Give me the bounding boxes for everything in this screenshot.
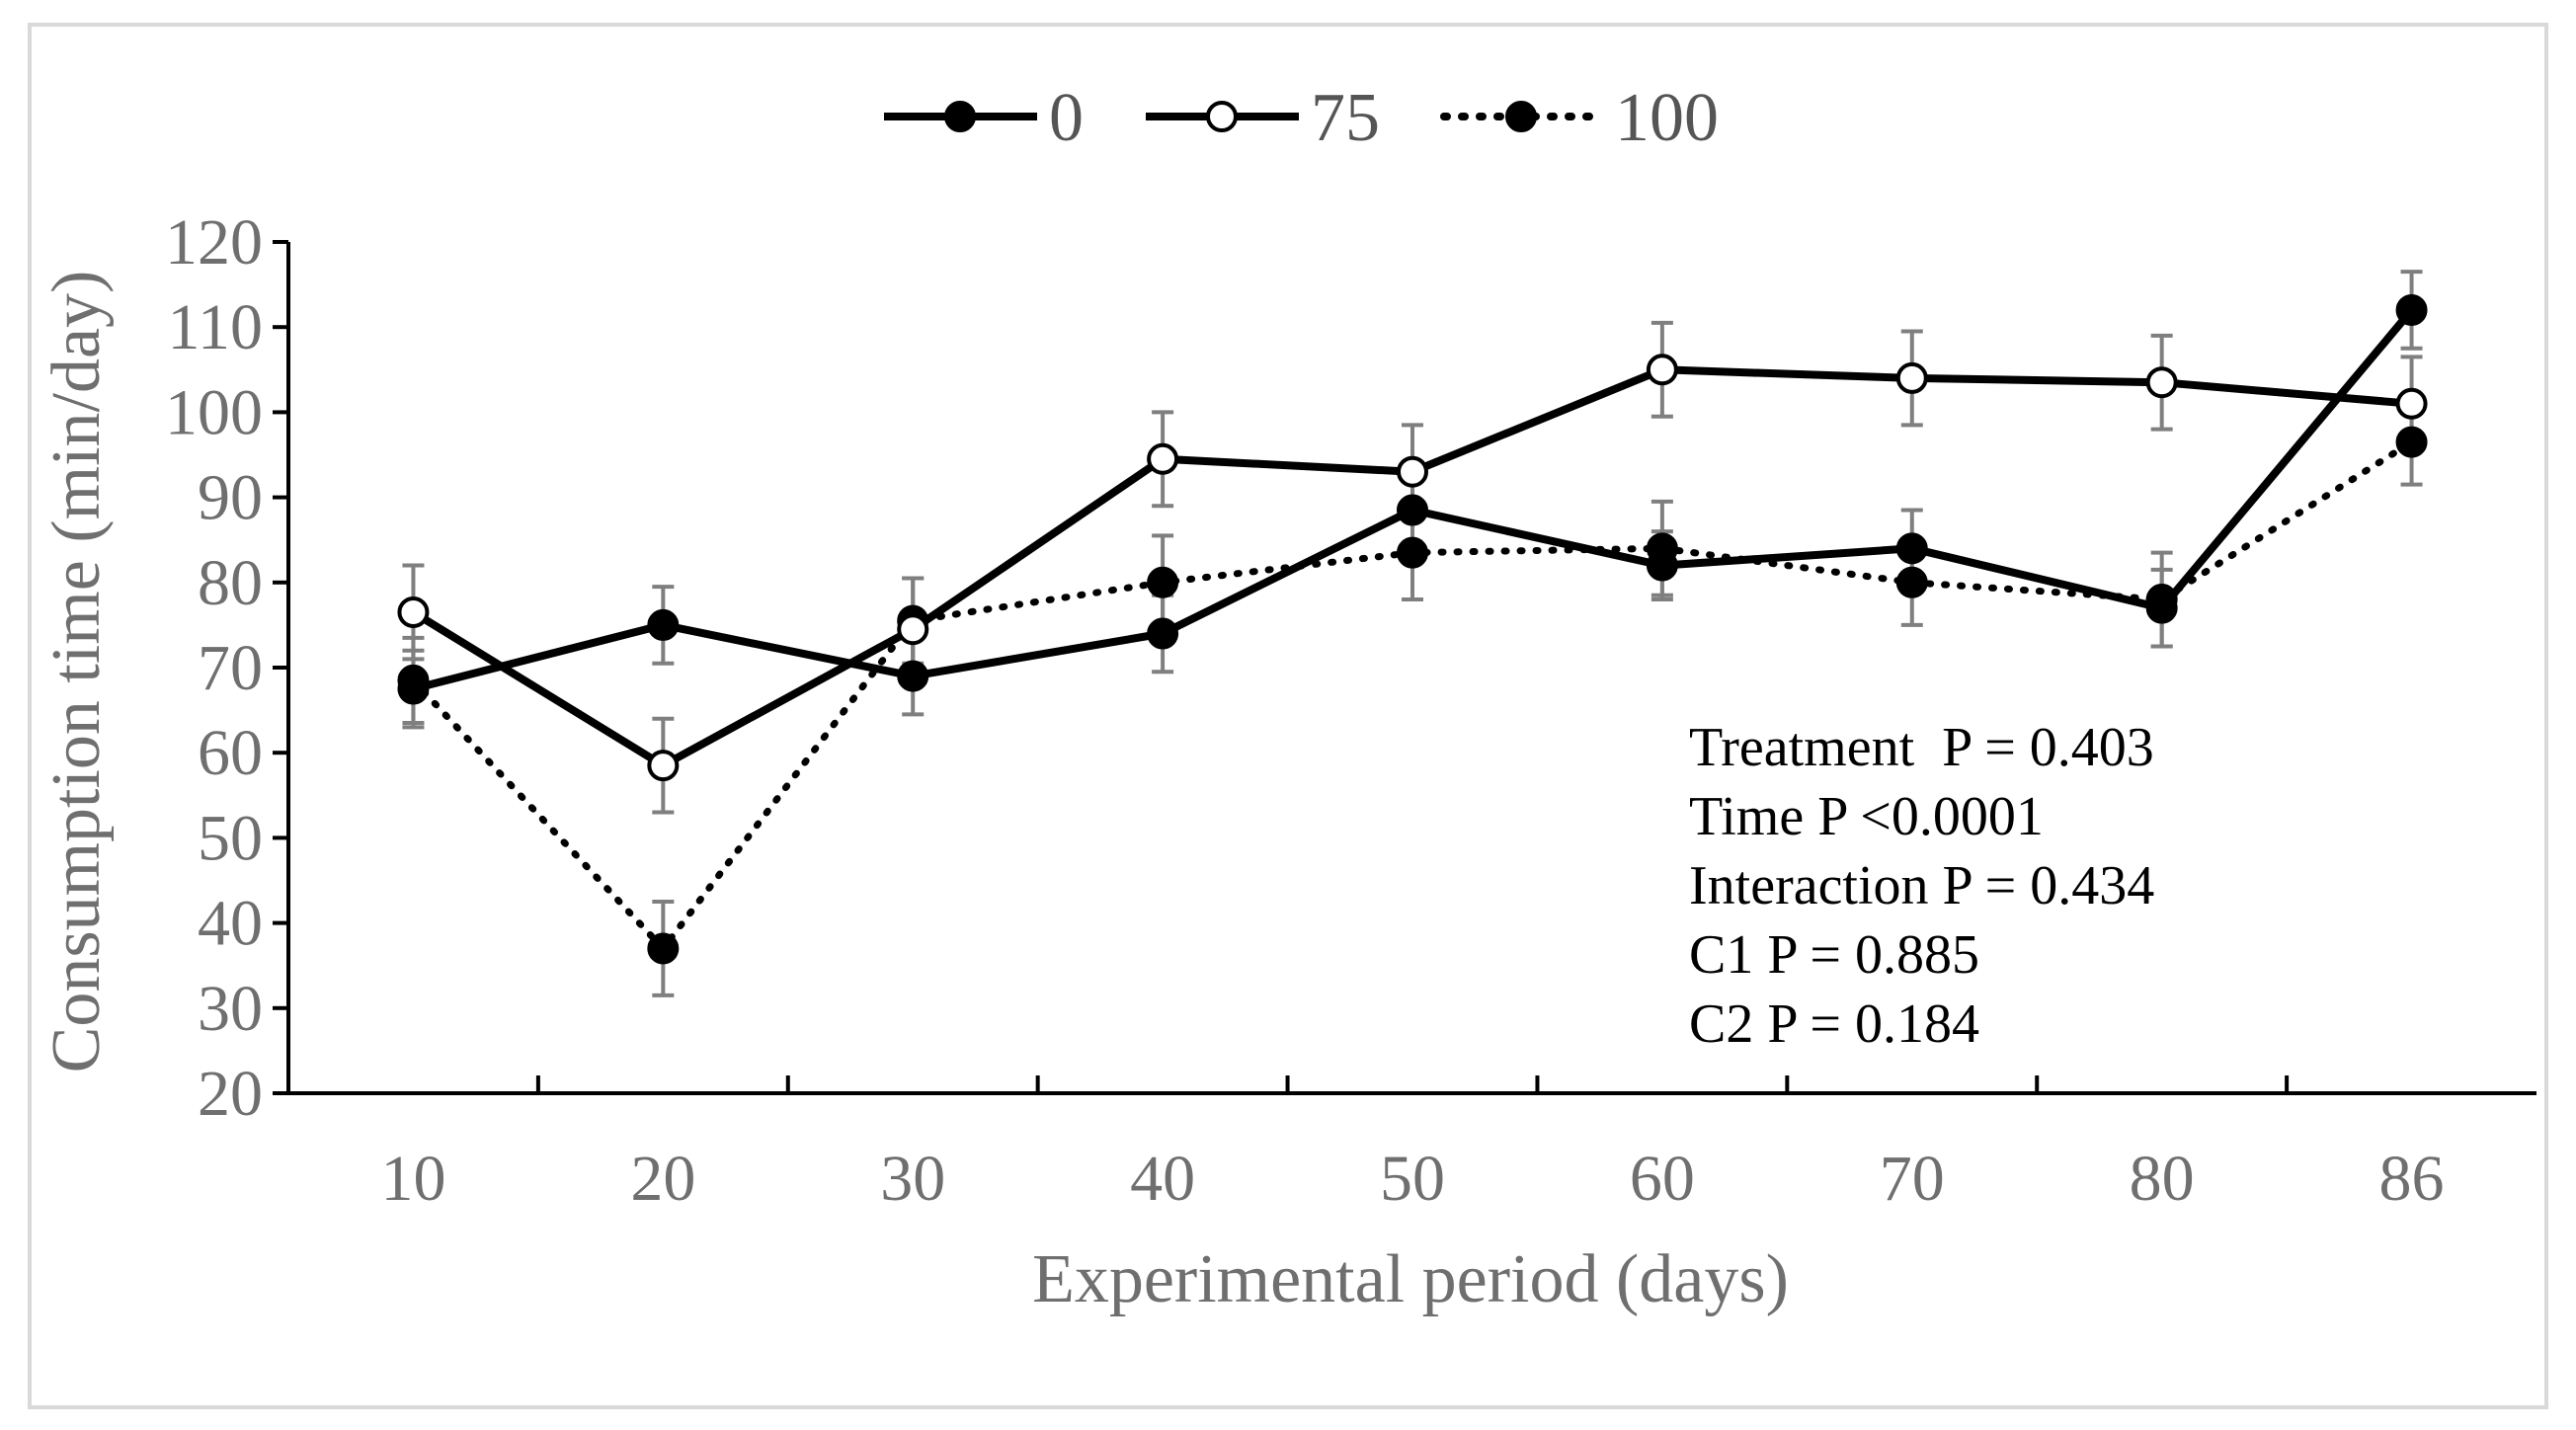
y-tick-label: 60 (198, 717, 263, 789)
x-tick-label: 60 (1630, 1143, 1695, 1215)
data-point-75 (1397, 455, 1428, 488)
x-tick-label: 86 (2379, 1143, 2445, 1215)
x-tick-label: 30 (880, 1143, 945, 1215)
data-point-0 (1895, 532, 1928, 565)
y-tick-label: 80 (198, 547, 263, 619)
data-point-100 (397, 664, 430, 696)
legend-marker-75 (1206, 101, 1238, 132)
data-point-75 (897, 613, 929, 646)
annotation-interaction: Interaction P = 0.434 (1689, 855, 2154, 916)
legend-marker-0 (944, 101, 976, 132)
series-points (397, 293, 2428, 965)
annotation-time: Time P <0.0001 (1689, 786, 2044, 847)
y-tick-label: 90 (198, 462, 263, 534)
data-point-100 (1397, 536, 1428, 569)
x-tick-label: 80 (2130, 1143, 2195, 1215)
data-point-0 (2395, 293, 2428, 326)
x-tick-label: 10 (380, 1143, 445, 1215)
stats-annotations: Treatment P = 0.403 Time P <0.0001 Inter… (1689, 717, 2154, 1055)
y-tick-label: 110 (167, 291, 263, 363)
legend-label-0: 0 (1049, 80, 1084, 156)
data-point-75 (397, 596, 430, 628)
data-point-75 (1895, 361, 1928, 394)
y-tick-label: 70 (198, 632, 263, 704)
annotation-c1: C1 P = 0.885 (1689, 924, 1979, 986)
legend-label-75: 75 (1311, 80, 1380, 156)
y-tick-label: 30 (198, 973, 263, 1045)
x-axis-title: Experimental period (days) (1032, 1241, 1789, 1317)
data-point-0 (647, 608, 680, 641)
data-point-75 (647, 750, 680, 782)
data-point-75 (1147, 442, 1179, 475)
y-tick-label: 120 (165, 206, 263, 278)
x-tick-label: 20 (630, 1143, 695, 1215)
legend-entry-75: 75 (1146, 80, 1380, 156)
y-tick-label: 40 (198, 888, 263, 960)
legend: 0 75 100 (884, 80, 1719, 156)
data-point-75 (2395, 387, 2428, 420)
y-tick-labels: 20 30 40 50 60 70 80 90 100 110 120 (165, 206, 263, 1130)
data-point-0 (1147, 617, 1179, 650)
data-point-100 (1895, 566, 1928, 598)
data-point-75 (1646, 354, 1678, 386)
data-point-100 (647, 932, 680, 965)
x-tick-labels: 10 20 30 40 50 60 70 80 86 (380, 1143, 2444, 1215)
x-tick-label: 50 (1380, 1143, 1445, 1215)
legend-entry-100: 100 (1440, 80, 1719, 156)
legend-entry-0: 0 (884, 80, 1084, 156)
y-tick-label: 20 (198, 1058, 263, 1130)
legend-label-100: 100 (1615, 80, 1719, 156)
x-tick-label: 40 (1130, 1143, 1195, 1215)
data-point-75 (2145, 366, 2178, 399)
data-point-100 (2145, 584, 2178, 616)
data-point-100 (2395, 426, 2428, 458)
y-axis-title: Consumption time (min/day) (39, 271, 115, 1073)
annotation-c2: C2 P = 0.184 (1689, 993, 1979, 1055)
axes (273, 240, 2536, 1095)
legend-marker-100 (1505, 101, 1537, 132)
y-tick-label: 100 (165, 376, 263, 448)
data-point-0 (1397, 494, 1428, 526)
y-tick-label: 50 (198, 802, 263, 874)
data-point-100 (1646, 532, 1678, 565)
annotation-treatment: Treatment P = 0.403 (1689, 717, 2154, 778)
data-point-100 (1147, 566, 1179, 598)
data-point-0 (897, 660, 929, 692)
x-tick-label: 70 (1880, 1143, 1945, 1215)
